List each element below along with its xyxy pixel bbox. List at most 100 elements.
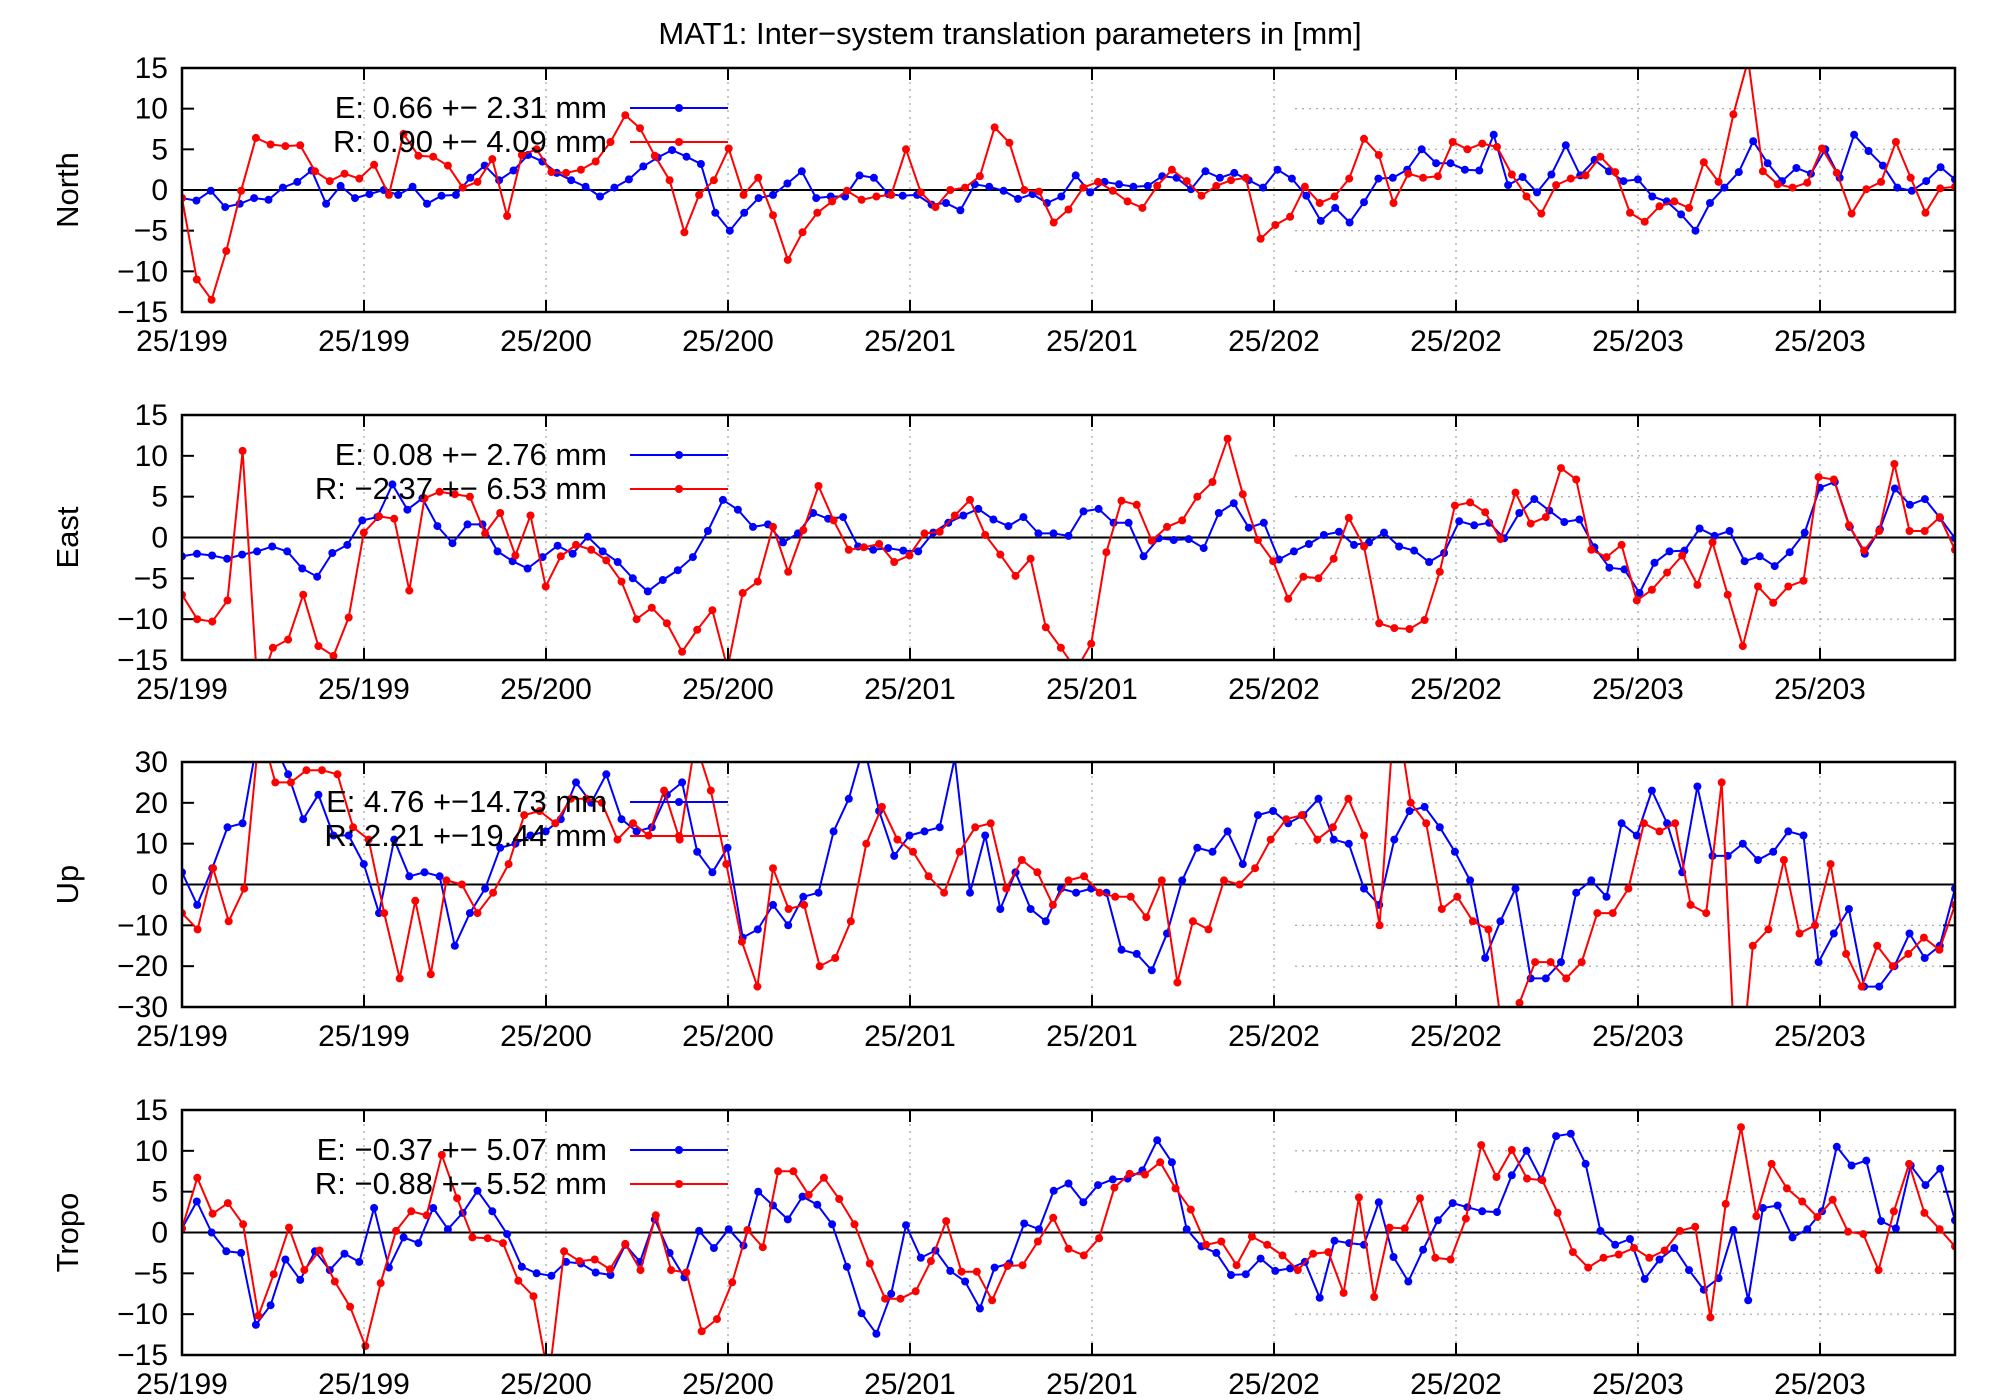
data-point-E <box>496 843 505 852</box>
data-point-E <box>1587 876 1596 885</box>
data-point-E <box>251 1320 260 1329</box>
data-point-E <box>779 538 787 547</box>
y-tick-label: 10 <box>135 440 168 473</box>
data-point-E <box>613 558 622 566</box>
data-point-E <box>1094 1181 1102 1190</box>
data-point-E <box>733 505 742 514</box>
panel-tropo: −15 −10 −5 0 5 10 15 25/199 25/199 25/200 25/200 25… <box>50 1094 1957 1400</box>
data-point-R <box>556 552 565 561</box>
data-point-E <box>1201 167 1210 176</box>
data-point-R <box>724 664 732 672</box>
data-point-R <box>1026 554 1035 563</box>
data-point-E <box>942 199 950 207</box>
data-point-R <box>877 802 886 811</box>
data-point-E <box>1611 1240 1620 1249</box>
data-point-R <box>1125 1169 1134 1178</box>
x-tick-label: 25/200 <box>682 673 774 706</box>
data-point-E <box>503 1230 512 1239</box>
data-point-R <box>957 1267 966 1276</box>
panel-north: −15 −10 −5 0 5 10 15 25/199 25/199 25/200 25/200 25… <box>50 52 1957 358</box>
data-point-E <box>769 190 777 199</box>
data-point-E <box>999 186 1008 195</box>
data-point-R <box>1188 917 1197 926</box>
data-point-E <box>329 831 338 840</box>
data-point-R <box>1492 1173 1501 1181</box>
data-point-E <box>1677 210 1686 219</box>
data-point-R <box>405 586 414 595</box>
data-point-E <box>839 513 848 522</box>
data-point-R <box>207 295 216 304</box>
data-point-R <box>636 124 644 133</box>
data-point-E <box>1850 130 1859 139</box>
y-tick-label: 30 <box>135 746 168 779</box>
data-point-R <box>420 494 429 503</box>
data-point-R <box>496 509 505 517</box>
data-point-E <box>1650 558 1659 567</box>
data-point-E <box>1182 1225 1191 1234</box>
data-point-R <box>831 954 840 962</box>
data-point-E <box>1814 958 1823 967</box>
data-point-E <box>783 179 792 188</box>
data-point-E <box>1877 1217 1886 1226</box>
data-point-E <box>1184 535 1193 544</box>
x-tick-label: 25/202 <box>1410 1368 1502 1400</box>
data-point-E <box>223 554 232 563</box>
data-point-R <box>784 567 793 576</box>
data-point-E <box>408 182 417 191</box>
data-point-E <box>1496 917 1505 926</box>
x-tick-label: 25/199 <box>136 1368 228 1400</box>
data-point-R <box>1693 580 1702 589</box>
data-point-E <box>951 754 959 762</box>
data-point-R <box>1859 1230 1868 1239</box>
data-point-E <box>517 1262 526 1271</box>
data-point-R <box>411 896 420 905</box>
data-point-R <box>693 625 702 634</box>
data-point-E <box>1533 188 1541 197</box>
data-point-R <box>1324 1248 1333 1257</box>
data-point-R <box>251 133 260 142</box>
data-point-R <box>1526 519 1535 528</box>
data-point-E <box>1199 544 1208 553</box>
data-point-E <box>920 827 929 836</box>
data-point-E <box>1470 521 1479 530</box>
data-point-R <box>1132 500 1141 509</box>
data-point-E <box>1360 884 1368 893</box>
data-point-E <box>1167 1158 1176 1167</box>
data-point-R <box>1782 1184 1791 1193</box>
data-point-E <box>488 1207 497 1216</box>
data-point-E <box>1034 529 1043 538</box>
figure-title: MAT1: Inter−system translation parameter… <box>658 16 1361 51</box>
data-point-E <box>435 872 444 881</box>
data-point-R <box>769 864 777 873</box>
data-point-E <box>1844 905 1853 913</box>
legend-marker-E <box>675 1146 683 1154</box>
data-point-R <box>1617 540 1626 549</box>
data-point-E <box>1511 884 1520 893</box>
data-point-R <box>1435 567 1444 576</box>
data-point-E <box>1049 1186 1058 1195</box>
data-point-E <box>602 770 611 779</box>
data-point-E <box>1920 954 1929 962</box>
data-point-E <box>390 835 399 844</box>
data-point-R <box>1278 1251 1287 1260</box>
data-point-R <box>887 190 896 199</box>
data-point-E <box>860 742 868 750</box>
data-point-R <box>931 203 940 212</box>
data-point-E <box>268 542 277 551</box>
data-point-R <box>422 1211 431 1220</box>
data-point-E <box>1344 839 1353 848</box>
data-point-E <box>1773 1201 1782 1210</box>
legend-label-R: R: 0.90 +− 4.09 mm <box>333 124 607 159</box>
data-point-E <box>813 1200 822 1209</box>
data-point-R <box>728 1278 737 1287</box>
x-tick-label: 25/203 <box>1774 673 1866 706</box>
data-point-R <box>1271 221 1280 229</box>
data-point-E <box>1575 515 1584 524</box>
data-point-R <box>1798 1197 1807 1206</box>
data-point-R <box>846 917 855 926</box>
x-tick-label: 25/202 <box>1410 325 1502 358</box>
data-point-E <box>1905 929 1914 938</box>
data-point-E <box>1350 540 1358 549</box>
data-point-R <box>739 190 748 199</box>
data-point-R <box>314 642 323 651</box>
